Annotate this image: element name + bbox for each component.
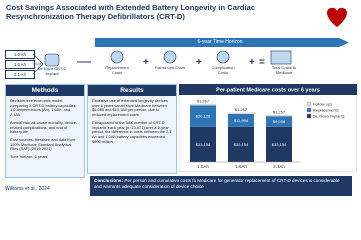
- logo: [327, 7, 347, 28]
- panel-title: Methods: [6, 85, 84, 96]
- result-item: Exclusive use of extended longevity devi…: [92, 98, 168, 118]
- connector: [33, 53, 44, 75]
- value-label: $1,267: [197, 99, 210, 104]
- title: Cost Savings Associated with Extended Ba…: [6, 3, 256, 21]
- timeline-label: 6-year Time Horizon: [197, 39, 243, 45]
- value-label: $33,154: [196, 142, 211, 147]
- results-panel: Results Exclusive use of extended longev…: [87, 84, 177, 174]
- bar-segment: [190, 105, 216, 127]
- value-label: $33,154: [234, 142, 249, 147]
- bar-segment: [266, 116, 292, 127]
- value-label: $33,154: [272, 142, 287, 147]
- conclusions-label: Conclusions:: [94, 178, 124, 183]
- method-item: Decision-tree economic model comparing 3…: [10, 98, 77, 118]
- arrow: [95, 38, 349, 47]
- bar-segment: [228, 126, 254, 162]
- step: Replacement Costs: [105, 65, 129, 75]
- conclusions-text: Per person and cumulative costs to Medic…: [94, 178, 340, 189]
- device-icon: [44, 53, 60, 67]
- x-tick-label: 1.0Ah: [197, 164, 209, 169]
- legend-label: Follow ups: [313, 102, 332, 107]
- x-tick-label: 1.6Ah: [235, 164, 247, 169]
- chart-title: Per-patient Medicare costs over 6 years: [216, 88, 320, 94]
- step: Total Costs to Medicare: [271, 65, 297, 75]
- legend-label: De Novo implants: [313, 114, 345, 119]
- operator: =: [259, 57, 265, 68]
- conclusions: Conclusions: Per person and cumulative c…: [90, 176, 352, 196]
- step: Complication Costs: [211, 65, 235, 75]
- operator: +: [196, 57, 202, 68]
- value-label: $1,267: [235, 107, 248, 112]
- chart-header: [179, 84, 357, 95]
- value-label: $11,994: [234, 118, 249, 123]
- bar-segment: [190, 126, 216, 162]
- operator: +: [249, 57, 255, 68]
- complication-icon: [216, 50, 230, 64]
- bar-segment: [266, 114, 292, 117]
- followup-icon: [163, 50, 177, 64]
- method-item: Time horizon: 6-years: [10, 154, 48, 160]
- operator: +: [143, 57, 149, 68]
- result-item: Extrapolated to the total number of CRT-…: [92, 119, 172, 144]
- capacity: 1.0 Ah: [5, 50, 35, 59]
- capacity: 1.6 Ah: [5, 60, 35, 69]
- legend-swatch: [306, 107, 312, 113]
- replacement-icon: [110, 50, 124, 64]
- chart: Per-patient Medicare costs over 6 years …: [179, 84, 357, 172]
- panel-title: Results: [88, 85, 176, 96]
- legend-label: Replacements: [313, 108, 339, 113]
- value-label: $1,267: [273, 109, 286, 114]
- method-item: Cost sources: literature and data from 1…: [10, 136, 76, 152]
- total-icon: [270, 50, 292, 65]
- icons: [33, 50, 292, 75]
- citation: Williams et al., 2024: [5, 186, 50, 192]
- bar-segment: [228, 113, 254, 127]
- timeline-arrow: [95, 38, 349, 47]
- step: De Novo CRT-D Implant: [37, 66, 67, 76]
- legend-swatch: [306, 101, 312, 107]
- value-label: $9,938: [273, 119, 286, 124]
- bar-segment: [190, 104, 216, 106]
- value-label: $20,126: [196, 114, 211, 119]
- heart-icon: [327, 7, 347, 28]
- x-tick-label: 2.1Ah: [273, 164, 285, 169]
- legend-swatch: [306, 113, 312, 119]
- bar-segment: [228, 112, 254, 114]
- graphical-abstract: Cost Savings Associated with Extended Ba…: [5, 3, 357, 196]
- methods-panel: Methods Decision-tree economic model com…: [5, 84, 85, 178]
- step: Follow ups Costs: [154, 65, 186, 70]
- method-item: Annual risk: all-cause mortality, device…: [10, 119, 78, 135]
- bar-segment: [266, 126, 292, 162]
- capacity: 2.1 Ah: [5, 70, 35, 79]
